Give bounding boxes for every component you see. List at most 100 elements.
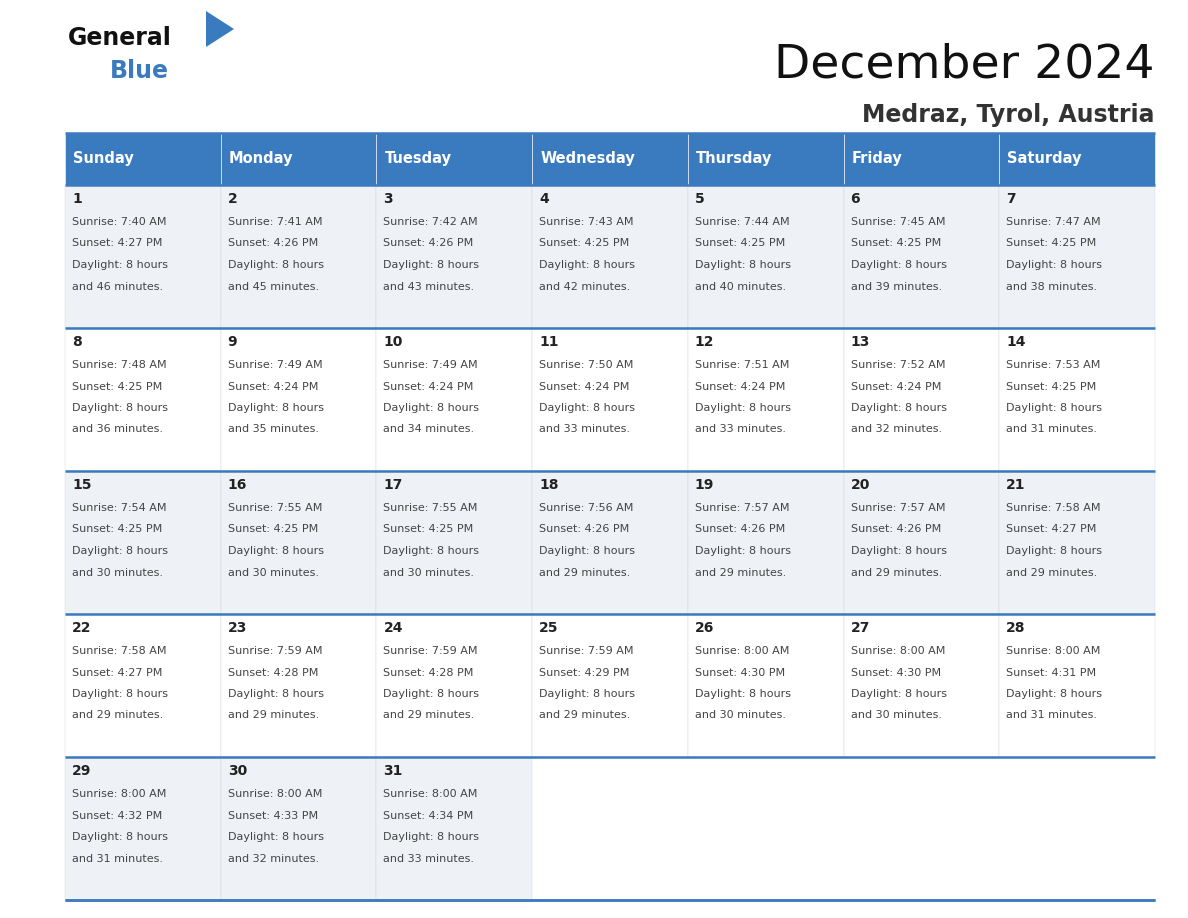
- Text: Sunrise: 7:57 AM: Sunrise: 7:57 AM: [695, 503, 789, 513]
- Text: and 29 minutes.: and 29 minutes.: [695, 567, 786, 577]
- Bar: [377, 133, 532, 185]
- Text: Sunset: 4:25 PM: Sunset: 4:25 PM: [1006, 382, 1097, 391]
- Bar: [377, 185, 532, 328]
- Bar: [65, 614, 221, 757]
- Text: Sunrise: 7:55 AM: Sunrise: 7:55 AM: [228, 503, 322, 513]
- Bar: [688, 328, 843, 471]
- Text: and 39 minutes.: and 39 minutes.: [851, 282, 942, 292]
- Text: Daylight: 8 hours: Daylight: 8 hours: [695, 546, 791, 556]
- Text: Sunrise: 7:59 AM: Sunrise: 7:59 AM: [228, 646, 322, 656]
- Bar: [377, 328, 532, 471]
- Text: and 30 minutes.: and 30 minutes.: [384, 567, 474, 577]
- Text: Sunrise: 7:55 AM: Sunrise: 7:55 AM: [384, 503, 478, 513]
- Bar: [688, 614, 843, 757]
- Text: Daylight: 8 hours: Daylight: 8 hours: [1006, 403, 1102, 413]
- Bar: [999, 614, 1155, 757]
- Text: Daylight: 8 hours: Daylight: 8 hours: [384, 260, 480, 270]
- Text: 10: 10: [384, 335, 403, 349]
- Bar: [999, 328, 1155, 471]
- Text: and 31 minutes.: and 31 minutes.: [72, 854, 163, 864]
- Text: 9: 9: [228, 335, 238, 349]
- Text: Sunday: Sunday: [72, 151, 134, 166]
- Text: Sunrise: 7:42 AM: Sunrise: 7:42 AM: [384, 217, 478, 227]
- Text: Sunset: 4:25 PM: Sunset: 4:25 PM: [72, 382, 163, 391]
- Text: Sunset: 4:26 PM: Sunset: 4:26 PM: [539, 524, 630, 534]
- Text: 29: 29: [72, 764, 91, 778]
- Text: and 40 minutes.: and 40 minutes.: [695, 282, 786, 292]
- Text: and 32 minutes.: and 32 minutes.: [228, 854, 318, 864]
- Text: and 29 minutes.: and 29 minutes.: [539, 711, 631, 721]
- Text: Sunset: 4:31 PM: Sunset: 4:31 PM: [1006, 667, 1097, 677]
- Bar: [843, 614, 999, 757]
- Text: Sunset: 4:24 PM: Sunset: 4:24 PM: [851, 382, 941, 391]
- Text: and 31 minutes.: and 31 minutes.: [1006, 424, 1098, 434]
- Text: Blue: Blue: [110, 59, 169, 83]
- Text: Tuesday: Tuesday: [385, 151, 451, 166]
- Text: Sunset: 4:33 PM: Sunset: 4:33 PM: [228, 811, 318, 821]
- Text: 5: 5: [695, 192, 704, 206]
- Text: Sunrise: 7:57 AM: Sunrise: 7:57 AM: [851, 503, 946, 513]
- Text: Daylight: 8 hours: Daylight: 8 hours: [851, 260, 947, 270]
- Text: 26: 26: [695, 621, 714, 635]
- Bar: [843, 328, 999, 471]
- Bar: [843, 133, 999, 185]
- Text: Sunrise: 7:54 AM: Sunrise: 7:54 AM: [72, 503, 166, 513]
- Bar: [377, 471, 532, 614]
- Text: 21: 21: [1006, 478, 1025, 492]
- Text: and 34 minutes.: and 34 minutes.: [384, 424, 474, 434]
- Text: Daylight: 8 hours: Daylight: 8 hours: [539, 260, 636, 270]
- Bar: [221, 185, 377, 328]
- Text: Daylight: 8 hours: Daylight: 8 hours: [72, 260, 168, 270]
- Text: Sunset: 4:28 PM: Sunset: 4:28 PM: [384, 667, 474, 677]
- Text: Daylight: 8 hours: Daylight: 8 hours: [72, 689, 168, 699]
- Text: 23: 23: [228, 621, 247, 635]
- Text: Sunset: 4:32 PM: Sunset: 4:32 PM: [72, 811, 163, 821]
- Text: Sunrise: 7:56 AM: Sunrise: 7:56 AM: [539, 503, 633, 513]
- Text: Sunrise: 7:53 AM: Sunrise: 7:53 AM: [1006, 360, 1100, 370]
- Text: Sunset: 4:30 PM: Sunset: 4:30 PM: [851, 667, 941, 677]
- Text: 1: 1: [72, 192, 82, 206]
- Text: Wednesday: Wednesday: [541, 151, 634, 166]
- Text: Sunset: 4:26 PM: Sunset: 4:26 PM: [851, 524, 941, 534]
- Bar: [221, 328, 377, 471]
- Bar: [65, 185, 221, 328]
- Bar: [377, 614, 532, 757]
- Text: Sunset: 4:25 PM: Sunset: 4:25 PM: [228, 524, 318, 534]
- Bar: [999, 185, 1155, 328]
- Bar: [843, 471, 999, 614]
- Text: Sunset: 4:27 PM: Sunset: 4:27 PM: [72, 239, 163, 249]
- Text: Sunrise: 8:00 AM: Sunrise: 8:00 AM: [384, 789, 478, 799]
- Text: and 38 minutes.: and 38 minutes.: [1006, 282, 1098, 292]
- Bar: [65, 328, 221, 471]
- Text: Friday: Friday: [852, 151, 903, 166]
- Text: Daylight: 8 hours: Daylight: 8 hours: [228, 260, 323, 270]
- Bar: [532, 185, 688, 328]
- Text: 25: 25: [539, 621, 558, 635]
- Text: 18: 18: [539, 478, 558, 492]
- Text: Sunrise: 7:49 AM: Sunrise: 7:49 AM: [384, 360, 478, 370]
- Text: Sunrise: 7:41 AM: Sunrise: 7:41 AM: [228, 217, 322, 227]
- Bar: [999, 471, 1155, 614]
- Text: 15: 15: [72, 478, 91, 492]
- Text: Daylight: 8 hours: Daylight: 8 hours: [695, 689, 791, 699]
- Bar: [221, 614, 377, 757]
- Text: Daylight: 8 hours: Daylight: 8 hours: [384, 832, 480, 842]
- Text: Sunrise: 7:51 AM: Sunrise: 7:51 AM: [695, 360, 789, 370]
- Text: and 29 minutes.: and 29 minutes.: [72, 711, 163, 721]
- Text: Sunset: 4:27 PM: Sunset: 4:27 PM: [1006, 524, 1097, 534]
- Text: 16: 16: [228, 478, 247, 492]
- Text: 12: 12: [695, 335, 714, 349]
- Text: Medraz, Tyrol, Austria: Medraz, Tyrol, Austria: [862, 103, 1155, 127]
- Bar: [221, 757, 377, 900]
- Text: 14: 14: [1006, 335, 1025, 349]
- Text: and 29 minutes.: and 29 minutes.: [851, 567, 942, 577]
- Text: Sunset: 4:26 PM: Sunset: 4:26 PM: [384, 239, 474, 249]
- Text: Daylight: 8 hours: Daylight: 8 hours: [1006, 689, 1102, 699]
- Text: Daylight: 8 hours: Daylight: 8 hours: [695, 260, 791, 270]
- Text: 27: 27: [851, 621, 870, 635]
- Text: Sunrise: 7:58 AM: Sunrise: 7:58 AM: [1006, 503, 1101, 513]
- Bar: [532, 471, 688, 614]
- Text: Daylight: 8 hours: Daylight: 8 hours: [1006, 260, 1102, 270]
- Bar: [532, 614, 688, 757]
- Text: and 31 minutes.: and 31 minutes.: [1006, 711, 1098, 721]
